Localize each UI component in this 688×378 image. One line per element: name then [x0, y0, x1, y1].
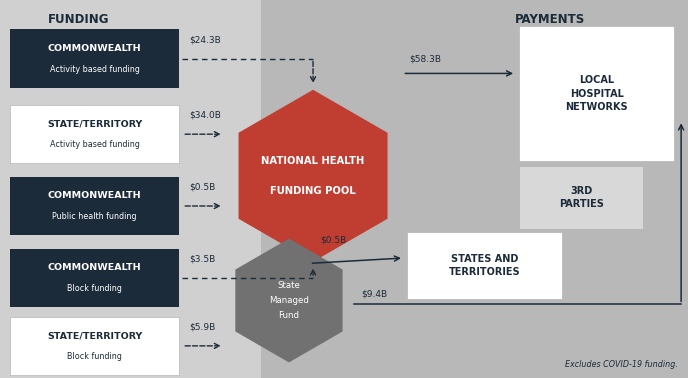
FancyBboxPatch shape	[10, 29, 179, 88]
Bar	[261, 0, 688, 378]
Text: $5.9B: $5.9B	[189, 322, 215, 332]
Text: PAYMENTS: PAYMENTS	[515, 13, 585, 26]
Text: FUNDING: FUNDING	[48, 13, 110, 26]
Text: Activity based funding: Activity based funding	[50, 65, 140, 74]
Text: $0.5B: $0.5B	[189, 183, 215, 192]
FancyBboxPatch shape	[10, 105, 179, 163]
FancyBboxPatch shape	[519, 166, 643, 229]
Text: COMMONWEALTH: COMMONWEALTH	[47, 263, 142, 272]
FancyBboxPatch shape	[519, 26, 674, 161]
Text: Managed: Managed	[269, 296, 309, 305]
Text: STATES AND
TERRITORIES: STATES AND TERRITORIES	[449, 254, 521, 277]
Bar	[0, 0, 261, 378]
Text: LOCAL
HOSPITAL
NETWORKS: LOCAL HOSPITAL NETWORKS	[566, 75, 628, 112]
Polygon shape	[235, 239, 343, 363]
Text: 3RD
PARTIES: 3RD PARTIES	[559, 186, 604, 209]
Text: COMMONWEALTH: COMMONWEALTH	[47, 191, 142, 200]
FancyBboxPatch shape	[10, 317, 179, 375]
FancyBboxPatch shape	[407, 232, 562, 299]
Text: Fund: Fund	[279, 311, 299, 320]
Text: $9.4B: $9.4B	[361, 290, 387, 299]
Text: Activity based funding: Activity based funding	[50, 140, 140, 149]
Text: State: State	[277, 281, 301, 290]
Text: Public health funding: Public health funding	[52, 212, 137, 221]
Text: STATE/TERRITORY: STATE/TERRITORY	[47, 331, 142, 340]
Text: Block funding: Block funding	[67, 284, 122, 293]
Text: $58.3B: $58.3B	[409, 55, 442, 64]
Polygon shape	[239, 90, 387, 262]
Text: $34.0B: $34.0B	[189, 111, 221, 120]
Text: Excludes COVID-19 funding.: Excludes COVID-19 funding.	[565, 359, 678, 369]
Text: $0.5B: $0.5B	[320, 236, 346, 245]
Text: $3.5B: $3.5B	[189, 254, 215, 263]
FancyBboxPatch shape	[10, 177, 179, 235]
Text: NATIONAL HEALTH: NATIONAL HEALTH	[261, 156, 365, 166]
Text: Block funding: Block funding	[67, 352, 122, 361]
Text: FUNDING POOL: FUNDING POOL	[270, 186, 356, 196]
FancyBboxPatch shape	[10, 249, 179, 307]
Text: COMMONWEALTH: COMMONWEALTH	[47, 44, 142, 53]
Text: STATE/TERRITORY: STATE/TERRITORY	[47, 119, 142, 129]
Text: $24.3B: $24.3B	[189, 35, 221, 44]
